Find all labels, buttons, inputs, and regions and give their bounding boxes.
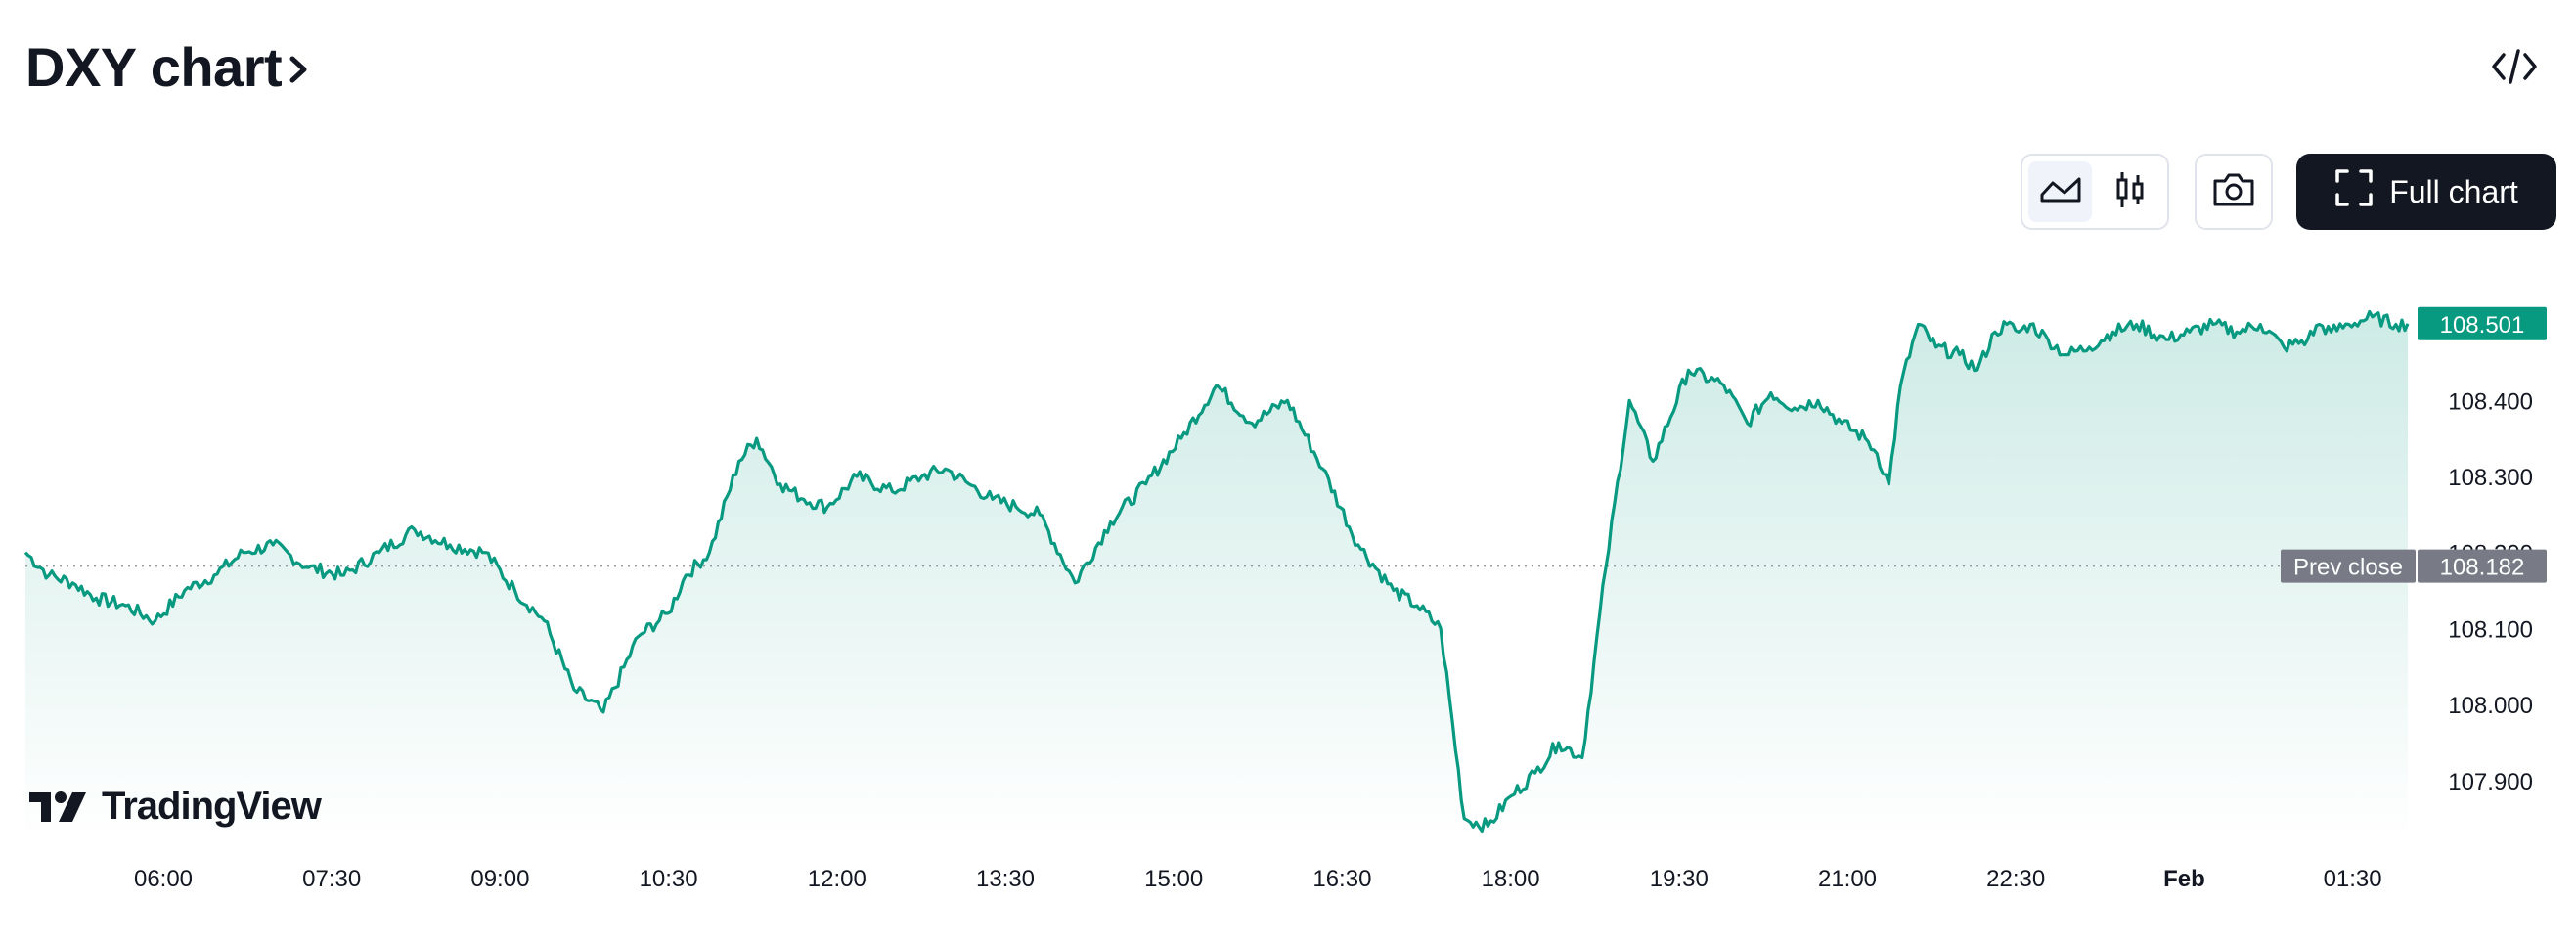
x-tick-label: 21:00 — [1818, 866, 1877, 892]
page-title[interactable]: DXY chart — [25, 35, 311, 99]
y-tick-label: 108.100 — [2448, 616, 2533, 643]
x-tick-label: 12:00 — [808, 866, 866, 892]
price-labels: 108.501 Prev close 108.182 — [2281, 306, 2547, 583]
candles-button[interactable] — [2098, 161, 2161, 222]
full-chart-button[interactable]: Full chart — [2296, 154, 2556, 230]
tradingview-mark-icon — [29, 791, 86, 822]
y-tick-label: 108.000 — [2448, 693, 2533, 719]
code-icon[interactable] — [2490, 45, 2539, 88]
tradingview-logo: TradingView — [29, 785, 322, 829]
full-chart-label: Full chart — [2389, 173, 2518, 209]
x-tick-label: 15:00 — [1144, 866, 1203, 892]
chart-style-toggle — [2021, 154, 2169, 230]
fullscreen-icon — [2334, 168, 2374, 215]
x-tick-label: 18:00 — [1482, 866, 1540, 892]
camera-icon — [2211, 171, 2256, 213]
prev-close-value: 108.182 — [2440, 555, 2525, 581]
x-tick-label: 10:30 — [640, 866, 698, 892]
x-tick-label: 09:00 — [470, 866, 529, 892]
x-tick-label: 19:30 — [1650, 866, 1709, 892]
x-tick-label: 06:00 — [134, 866, 193, 892]
x-tick-label: 22:30 — [1986, 866, 2045, 892]
last-price-badge — [2418, 306, 2547, 340]
x-tick-label: 01:30 — [2324, 866, 2382, 892]
prev-close-label: Prev close — [2293, 555, 2403, 581]
screenshot-button[interactable] — [2195, 154, 2273, 230]
price-chart[interactable]: 108.400108.300108.200108.100108.000107.9… — [0, 264, 2576, 900]
tradingview-wordmark: TradingView — [102, 785, 322, 828]
x-tick-label: 16:30 — [1312, 866, 1371, 892]
candlestick-icon — [2114, 169, 2146, 215]
series-line — [23, 309, 2410, 834]
last-price-value: 108.501 — [2440, 312, 2525, 339]
prev-close-value-badge — [2418, 549, 2547, 583]
plot-area — [23, 309, 2410, 841]
x-tick-label: 07:30 — [302, 866, 361, 892]
y-tick-label: 108.400 — [2448, 388, 2533, 415]
area-chart-icon — [2039, 175, 2082, 209]
area-chart-button[interactable] — [2028, 161, 2092, 222]
x-tick-label: 13:30 — [976, 866, 1035, 892]
prev-close-badge — [2281, 549, 2416, 583]
time-axis: 06:00 07:30 09:00 10:30 12:00 13:30 15:00 16:30… — [134, 866, 2382, 892]
chevron-right-icon — [288, 35, 311, 99]
title-text: DXY chart — [25, 36, 283, 98]
y-tick-label: 107.900 — [2448, 769, 2533, 795]
x-tick-label: Feb — [2163, 866, 2205, 892]
y-tick-label: 108.300 — [2448, 465, 2533, 491]
price-axis: 108.400108.300108.200108.100108.000107.9… — [2448, 388, 2533, 795]
area-fill — [25, 311, 2408, 841]
